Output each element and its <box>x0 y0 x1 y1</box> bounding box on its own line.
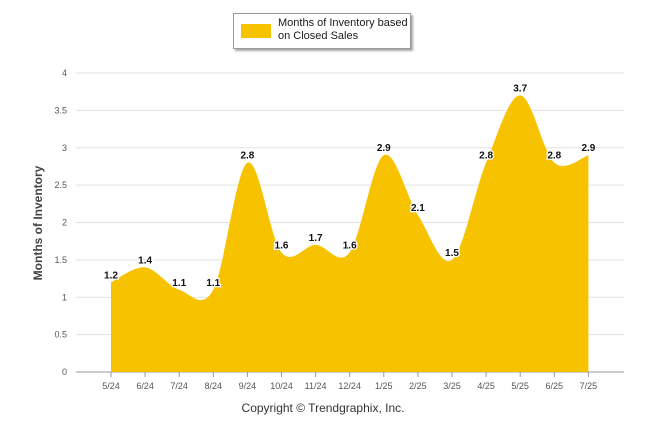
data-label: 1.2 <box>104 270 118 281</box>
x-tick-label: 4/25 <box>477 381 495 391</box>
x-tick-label: 5/25 <box>511 381 529 391</box>
y-tick-label: 0 <box>62 367 67 377</box>
copyright-footer: Copyright © Trendgraphix, Inc. <box>241 401 405 415</box>
data-label: 1.7 <box>309 233 323 244</box>
x-tick-label: 1/25 <box>375 381 393 391</box>
data-label: 1.6 <box>343 240 357 251</box>
y-tick-label: 4 <box>62 68 67 78</box>
y-axis-ticks: 0 0.5 1 1.5 2 2.5 3 3.5 4 <box>54 68 67 377</box>
y-tick-label: 1.5 <box>54 255 67 265</box>
data-label: 2.9 <box>581 143 595 154</box>
legend-swatch <box>241 24 271 38</box>
x-tick-label: 6/24 <box>136 381 154 391</box>
x-axis-ticks: 5/24 6/24 7/24 8/24 9/24 10/24 11/24 12/24 1/25 2… <box>102 372 597 391</box>
legend-label: Months of Inventory based on Closed Sale… <box>278 17 408 43</box>
y-tick-label: 2.5 <box>54 180 67 190</box>
x-tick-label: 7/24 <box>170 381 188 391</box>
data-label: 3.7 <box>513 83 527 94</box>
data-label: 2.9 <box>377 143 391 154</box>
data-label: 1.1 <box>206 278 220 289</box>
legend: Months of Inventory based on Closed Sale… <box>233 13 411 49</box>
legend-label-line2: on Closed Sales <box>278 30 359 42</box>
data-labels: 1.2 1.4 1.1 1.1 2.8 1.6 1.7 1.6 2.9 2.1 1.5 2.8 3.7 2… <box>103 82 597 290</box>
x-tick-label: 6/25 <box>546 381 564 391</box>
y-axis-title: Months of Inventory <box>31 165 45 280</box>
x-tick-label: 11/24 <box>305 381 327 391</box>
data-label: 2.8 <box>479 151 493 162</box>
x-tick-label: 9/24 <box>239 381 257 391</box>
y-tick-label: 3.5 <box>54 105 67 115</box>
y-tick-label: 2 <box>62 218 67 228</box>
data-label: 1.6 <box>275 240 289 251</box>
series-area <box>111 95 589 373</box>
y-tick-label: 1 <box>62 292 67 302</box>
data-label: 2.1 <box>411 203 425 214</box>
y-tick-label: 3 <box>62 143 67 153</box>
data-label: 1.1 <box>172 278 186 289</box>
x-tick-label: 3/25 <box>443 381 461 391</box>
x-tick-label: 7/25 <box>580 381 598 391</box>
y-tick-label: 0.5 <box>54 330 67 340</box>
data-label: 2.8 <box>547 151 561 162</box>
x-tick-label: 5/24 <box>102 381 120 391</box>
x-tick-label: 8/24 <box>205 381 223 391</box>
x-tick-label: 12/24 <box>338 381 361 391</box>
data-label: 2.8 <box>240 151 254 162</box>
x-tick-label: 10/24 <box>270 381 293 391</box>
data-label: 1.4 <box>138 255 152 266</box>
x-tick-label: 2/25 <box>409 381 427 391</box>
data-label: 1.5 <box>445 248 459 259</box>
legend-label-line1: Months of Inventory based <box>278 17 408 29</box>
